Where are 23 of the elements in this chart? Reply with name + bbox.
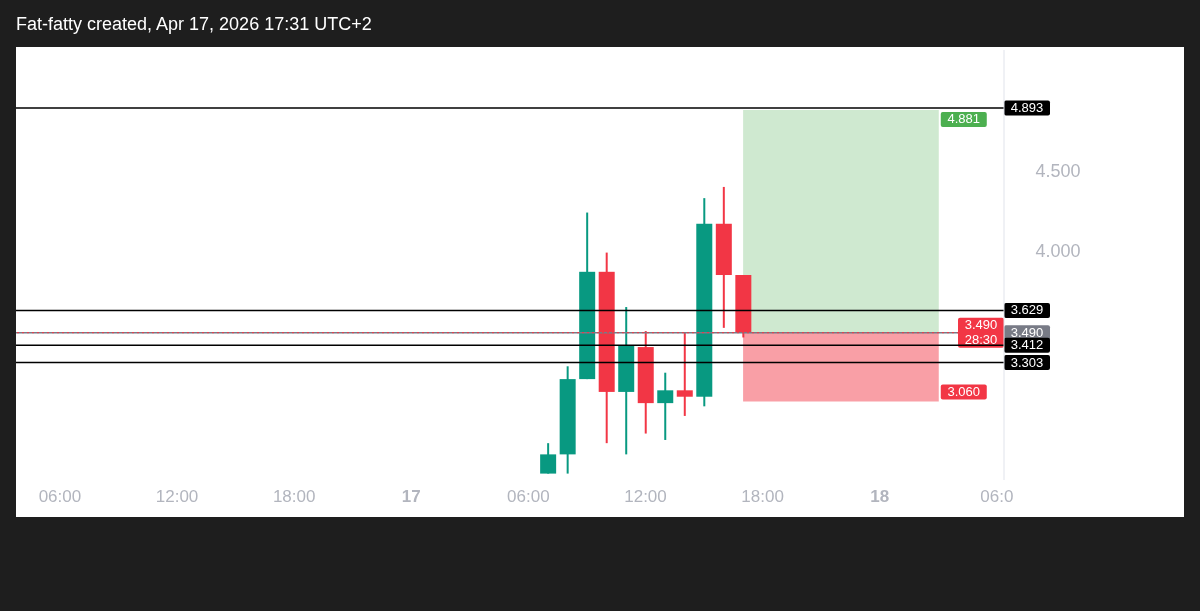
x-tick-label: 18	[870, 487, 890, 506]
x-tick-label: 12:00	[155, 487, 199, 506]
candlestick	[540, 442, 557, 475]
chart-title: Fat-fatty created, Apr 17, 2026 17:31 UTC+2	[16, 14, 372, 35]
candlestick	[657, 371, 674, 441]
ref-line-label: 3.490 28:30	[964, 317, 998, 348]
candlestick	[676, 331, 693, 417]
band-label: 4.881	[947, 111, 981, 127]
x-tick-label: 12:00	[624, 487, 667, 506]
x-tick-label: 06:00	[38, 487, 82, 506]
y-tick-label: 4.000	[1035, 240, 1081, 261]
ref-line-label: 3.412	[1010, 337, 1044, 353]
x-tick-label: 06:0	[980, 487, 1014, 506]
band-label: 3.060	[947, 384, 981, 400]
x-tick-label: 18:00	[741, 487, 784, 506]
x-tick-label: 18:00	[272, 487, 316, 506]
x-tick-label: 06:00	[507, 487, 550, 506]
ref-line-label: 3.629	[1010, 302, 1044, 318]
x-tick-label: 17	[401, 487, 421, 506]
ref-line-label: 3.303	[1010, 354, 1044, 370]
ref-line-label: 3.490	[1010, 324, 1044, 340]
ref-line-label: 4.893	[1010, 99, 1044, 115]
y-tick-label: 4.500	[1035, 160, 1081, 181]
